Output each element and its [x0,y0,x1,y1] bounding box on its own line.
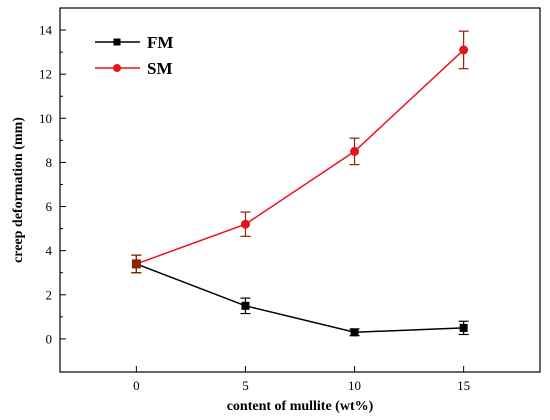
data-point-sm [350,146,360,156]
y-tick-label: 0 [46,331,53,346]
series-layer [131,30,469,337]
data-point-sm [459,45,469,55]
y-tick-label: 8 [46,155,53,170]
y-tick-label: 12 [39,67,52,82]
legend-fm-marker [113,38,121,46]
y-tick-label: 2 [46,287,53,302]
plot-frame [59,7,541,373]
y-tick-label: 10 [39,111,52,126]
legend-sm-marker [113,64,121,72]
x-axis: 0 5 10 15 [133,366,470,393]
series-sm [131,30,469,274]
y-axis: 0 2 4 6 8 10 12 14 [39,23,66,346]
x-tick-label: 10 [348,378,361,393]
y-tick-label: 4 [46,243,53,258]
data-point-fm [459,323,468,332]
x-axis-title: content of mullite (wt%) [227,399,374,414]
legend-sm-label: SM [147,59,173,78]
x-tick-label: 15 [457,378,470,393]
series-fm [131,254,469,337]
y-tick-label: 14 [39,23,53,38]
legend: FM SM [95,33,173,78]
series-line-sm [136,49,465,265]
overlap-point [131,259,141,269]
y-tick-label: 6 [46,199,53,214]
x-tick-label: 0 [133,378,140,393]
y-axis-title: creep deformation (mm) [11,117,26,263]
legend-fm-label: FM [147,33,173,52]
series-line-fm [136,263,464,334]
x-tick-label: 5 [242,378,249,393]
plot-area-border [59,7,541,373]
data-point-fm [241,301,250,310]
data-point-sm [240,219,250,229]
data-point-fm [350,328,359,337]
